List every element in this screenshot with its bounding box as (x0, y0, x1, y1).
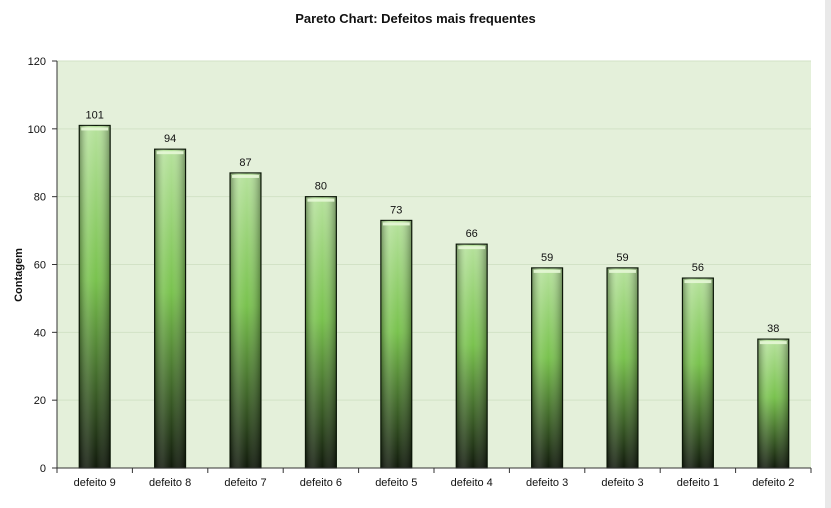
data-label: 87 (239, 157, 251, 169)
bar-shading (607, 267, 638, 468)
y-tick-label: 100 (28, 124, 46, 136)
x-tick-label: defeito 7 (224, 477, 266, 489)
y-tick-label: 120 (28, 56, 46, 68)
bar-top-highlight (382, 222, 410, 226)
data-label: 66 (466, 228, 478, 240)
data-label: 59 (541, 252, 553, 264)
x-tick-label: defeito 2 (752, 477, 794, 489)
bar-top-highlight (232, 174, 259, 178)
bar-shading (154, 149, 186, 468)
x-tick-label: defeito 1 (677, 477, 719, 489)
data-label: 38 (767, 323, 779, 335)
bar-top-highlight (759, 341, 787, 345)
bar-top-highlight (81, 127, 109, 131)
labels: 0 20 40 60 80 100 120 101 defeito 9 94 defeito 8 87… (28, 56, 795, 489)
y-tick-label: 80 (34, 192, 46, 204)
data-label: 94 (164, 133, 176, 145)
window-edge (825, 0, 831, 508)
x-tick-label: defeito 3 (601, 477, 643, 489)
bar-top-highlight (458, 246, 486, 250)
y-tick-label: 0 (40, 463, 46, 475)
data-label: 56 (692, 262, 704, 274)
x-tick-label: defeito 5 (375, 477, 417, 489)
bar-top-highlight (307, 198, 335, 202)
data-label: 73 (390, 204, 402, 216)
x-tick-label: defeito 3 (526, 477, 568, 489)
bar-shading (79, 125, 111, 469)
y-tick-label: 40 (34, 327, 46, 339)
bar-shading (682, 278, 714, 468)
y-tick-label: 60 (34, 260, 46, 272)
x-tick-label: defeito 9 (74, 477, 116, 489)
axes (52, 60, 812, 473)
x-tick-label: defeito 6 (300, 477, 342, 489)
bar-top-highlight (533, 269, 561, 273)
x-tick-label: defeito 8 (149, 477, 191, 489)
chart-title: Pareto Chart: Defeitos mais frequentes (295, 11, 536, 26)
bar-shading (531, 267, 563, 468)
bar-shading (757, 339, 789, 468)
y-tick-label: 20 (34, 395, 46, 407)
bar-top-highlight (684, 280, 712, 284)
bar-shading (230, 172, 261, 469)
bar-top-highlight (609, 269, 636, 273)
bar-shading (456, 244, 488, 468)
bar-shading (305, 196, 337, 468)
bars (78, 124, 790, 469)
bar-top-highlight (156, 151, 184, 155)
data-label: 59 (616, 252, 628, 264)
bar-shading (380, 220, 412, 468)
data-label: 101 (86, 109, 104, 121)
data-label: 80 (315, 181, 327, 193)
x-tick-label: defeito 4 (451, 477, 493, 489)
